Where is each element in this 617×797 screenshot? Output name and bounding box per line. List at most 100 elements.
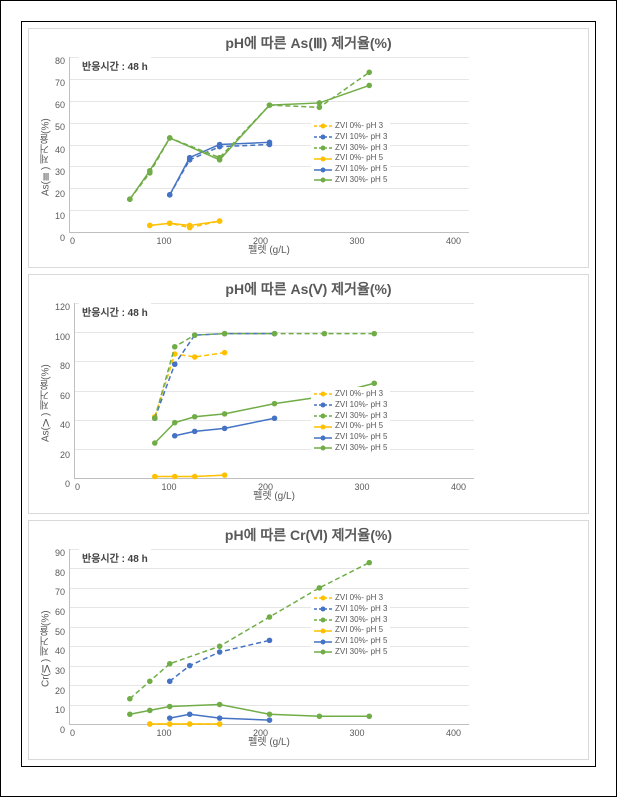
- series-marker: [147, 223, 153, 229]
- series-marker: [217, 715, 223, 721]
- legend-label: ZVI 0%- pH 5: [335, 153, 383, 164]
- legend-label: ZVI 10%- pH 3: [335, 604, 387, 615]
- series-marker: [147, 708, 153, 714]
- series-marker: [267, 614, 273, 620]
- legend-swatch: [314, 133, 332, 141]
- series-marker: [187, 663, 193, 669]
- legend-swatch: [314, 144, 332, 152]
- legend-label: ZVI 30%- pH 5: [335, 647, 387, 658]
- series-marker: [217, 643, 223, 649]
- series-marker: [366, 713, 372, 719]
- series-marker: [217, 218, 223, 224]
- series-marker: [167, 192, 173, 198]
- x-ticks: 0100200300400: [70, 236, 469, 246]
- legend-item: ZVI 0%- pH 5: [314, 625, 387, 636]
- series-line: [170, 142, 270, 195]
- legend-swatch: [314, 594, 332, 602]
- series-marker: [172, 420, 178, 426]
- series-marker: [267, 140, 273, 146]
- series-marker: [217, 142, 223, 148]
- legend-label: ZVI 10%- pH 5: [335, 636, 387, 647]
- legend-item: ZVI 10%- pH 5: [314, 164, 387, 175]
- legend-swatch: [314, 616, 332, 624]
- legend-item: ZVI 30%- pH 3: [314, 615, 387, 626]
- series-marker: [371, 380, 377, 386]
- legend-item: ZVI 0%- pH 5: [314, 153, 387, 164]
- series-line: [150, 221, 220, 225]
- legend-swatch: [314, 390, 332, 398]
- legend-item: ZVI 10%- pH 5: [314, 432, 387, 443]
- series-marker: [127, 196, 133, 202]
- legend-label: ZVI 10%- pH 3: [335, 400, 387, 411]
- reaction-time-label: 반응시간 : 48 h: [79, 57, 151, 74]
- chart-series-svg: [75, 303, 474, 478]
- plot-wrap: Cr(Ⅵ) 제거율(%)9080706050403020100010020030…: [29, 549, 588, 749]
- series-marker: [187, 223, 193, 229]
- y-axis-label: As(Ⅲ) 제거율(%): [39, 57, 53, 257]
- series-marker: [152, 415, 158, 421]
- series-marker: [127, 696, 133, 702]
- series-marker: [192, 414, 198, 420]
- series-marker: [172, 361, 178, 367]
- chart-as3: pH에 따른 As(Ⅲ) 제거율(%)As(Ⅲ) 제거율(%)807060504…: [28, 28, 589, 268]
- legend-item: ZVI 30%- pH 3: [314, 143, 387, 154]
- series-marker: [317, 100, 323, 106]
- series-marker: [147, 721, 153, 727]
- y-ticks: 80706050403020100: [53, 57, 69, 257]
- series-marker: [267, 638, 273, 644]
- legend-label: ZVI 0%- pH 5: [335, 421, 383, 432]
- series-marker: [267, 711, 273, 717]
- series-marker: [192, 332, 198, 338]
- legend-item: ZVI 10%- pH 3: [314, 400, 387, 411]
- right-gutter: [474, 303, 582, 503]
- chart-series-svg: [70, 549, 469, 724]
- series-marker: [222, 331, 228, 337]
- series-marker: [167, 661, 173, 667]
- legend: ZVI 0%- pH 3ZVI 10%- pH 3ZVI 30%- pH 3ZV…: [311, 119, 390, 188]
- series-marker: [187, 721, 193, 727]
- series-marker: [267, 717, 273, 723]
- series-marker: [147, 678, 153, 684]
- legend-swatch: [314, 638, 332, 646]
- legend-swatch: [314, 627, 332, 635]
- series-marker: [172, 344, 178, 350]
- series-marker: [366, 83, 372, 89]
- legend-swatch: [314, 412, 332, 420]
- plot-main-column: 0100200300400펠렛 (g/L): [69, 57, 469, 257]
- series-marker: [217, 721, 223, 727]
- legend-label: ZVI 10%- pH 5: [335, 432, 387, 443]
- series-marker: [317, 713, 323, 719]
- legend-item: ZVI 30%- pH 5: [314, 443, 387, 454]
- series-marker: [167, 678, 173, 684]
- legend-label: ZVI 0%- pH 3: [335, 389, 383, 400]
- series-marker: [192, 474, 198, 480]
- y-axis-label: Cr(Ⅵ) 제거율(%): [39, 549, 53, 749]
- series-line: [170, 145, 270, 195]
- legend-item: ZVI 10%- pH 3: [314, 604, 387, 615]
- plot-area: 0100200300400: [74, 303, 474, 479]
- legend-swatch: [314, 122, 332, 130]
- legend-label: ZVI 30%- pH 3: [335, 143, 387, 154]
- legend-swatch: [314, 605, 332, 613]
- series-marker: [187, 711, 193, 717]
- plot-area: 0100200300400: [69, 549, 469, 725]
- series-marker: [222, 350, 228, 356]
- series-line: [155, 475, 225, 476]
- series-line: [130, 705, 369, 717]
- page-frame: pH에 따른 As(Ⅲ) 제거율(%)As(Ⅲ) 제거율(%)807060504…: [21, 21, 596, 767]
- series-marker: [187, 155, 193, 161]
- series-marker: [172, 433, 178, 439]
- legend-item: ZVI 10%- pH 3: [314, 132, 387, 143]
- series-marker: [267, 102, 273, 108]
- legend-item: ZVI 10%- pH 5: [314, 636, 387, 647]
- legend-item: ZVI 0%- pH 5: [314, 421, 387, 432]
- legend-label: ZVI 30%- pH 5: [335, 443, 387, 454]
- x-ticks: 0100200300400: [70, 728, 469, 738]
- series-marker: [222, 472, 228, 478]
- legend-label: ZVI 30%- pH 3: [335, 411, 387, 422]
- series-marker: [172, 474, 178, 480]
- series-marker: [192, 429, 198, 435]
- legend-swatch: [314, 155, 332, 163]
- chart-series-svg: [70, 57, 469, 232]
- legend: ZVI 0%- pH 3ZVI 10%- pH 3ZVI 30%- pH 3ZV…: [311, 591, 390, 660]
